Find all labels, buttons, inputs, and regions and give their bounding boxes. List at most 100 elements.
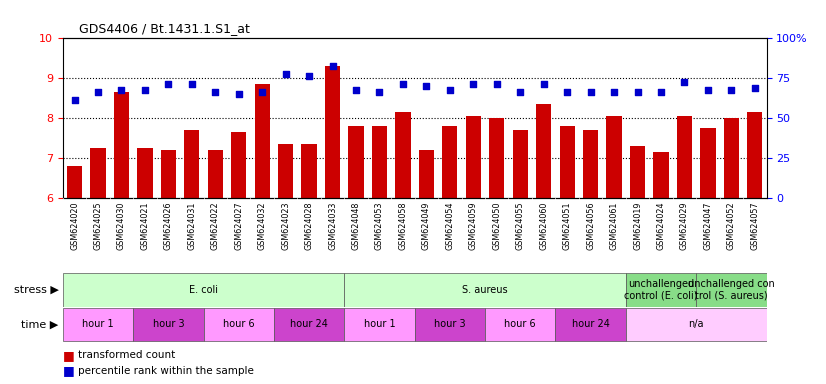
Text: hour 6: hour 6 xyxy=(505,319,536,329)
Bar xyxy=(559,126,575,198)
Text: percentile rank within the sample: percentile rank within the sample xyxy=(78,366,254,376)
Bar xyxy=(696,273,767,306)
Bar xyxy=(466,116,481,198)
Bar xyxy=(653,152,668,198)
Point xyxy=(68,97,81,103)
Text: GSM624030: GSM624030 xyxy=(117,202,126,250)
Text: GSM624053: GSM624053 xyxy=(375,202,384,250)
Point xyxy=(162,81,175,87)
Bar xyxy=(90,148,106,198)
Bar xyxy=(301,144,316,198)
Point xyxy=(115,87,128,93)
Bar xyxy=(344,273,626,306)
Point xyxy=(373,89,386,95)
Text: GSM624026: GSM624026 xyxy=(164,202,173,250)
Bar xyxy=(114,92,129,198)
Text: GSM624054: GSM624054 xyxy=(445,202,454,250)
Point xyxy=(326,63,339,70)
Bar xyxy=(63,273,344,306)
Bar xyxy=(583,130,598,198)
Bar xyxy=(344,308,415,341)
Text: n/a: n/a xyxy=(688,319,704,329)
Text: GSM624048: GSM624048 xyxy=(352,202,360,250)
Text: GSM624057: GSM624057 xyxy=(750,202,759,250)
Bar xyxy=(536,104,551,198)
Bar xyxy=(626,273,696,306)
Text: GSM624028: GSM624028 xyxy=(305,202,314,250)
Bar xyxy=(606,116,622,198)
Bar xyxy=(349,126,363,198)
Text: unchallenged
control (E. coli): unchallenged control (E. coli) xyxy=(624,279,698,301)
Bar xyxy=(724,118,739,198)
Point xyxy=(701,87,714,93)
Point xyxy=(467,81,480,87)
Bar xyxy=(630,146,645,198)
Text: GSM624029: GSM624029 xyxy=(680,202,689,250)
Point xyxy=(607,89,620,95)
Text: GSM624031: GSM624031 xyxy=(188,202,197,250)
Point xyxy=(279,71,292,77)
Point xyxy=(302,73,316,79)
Bar xyxy=(489,118,505,198)
Point xyxy=(92,89,105,95)
Text: GSM624061: GSM624061 xyxy=(610,202,619,250)
Bar xyxy=(278,144,293,198)
Text: GSM624027: GSM624027 xyxy=(235,202,243,250)
Bar xyxy=(513,130,528,198)
Bar xyxy=(748,112,762,198)
Bar xyxy=(419,150,434,198)
Text: hour 24: hour 24 xyxy=(572,319,610,329)
Point xyxy=(654,89,667,95)
Bar xyxy=(485,308,555,341)
Text: stress ▶: stress ▶ xyxy=(14,285,59,295)
Point xyxy=(561,89,574,95)
Point xyxy=(631,89,644,95)
Point xyxy=(138,87,151,93)
Bar xyxy=(372,126,387,198)
Text: GSM624022: GSM624022 xyxy=(211,202,220,250)
Text: hour 3: hour 3 xyxy=(153,319,184,329)
Text: GSM624058: GSM624058 xyxy=(398,202,407,250)
Bar xyxy=(231,132,246,198)
Text: GSM624050: GSM624050 xyxy=(492,202,501,250)
Point xyxy=(724,87,738,93)
Text: time ▶: time ▶ xyxy=(21,319,59,329)
Text: GSM624060: GSM624060 xyxy=(539,202,548,250)
Bar xyxy=(133,308,203,341)
Text: GSM624020: GSM624020 xyxy=(70,202,79,250)
Point xyxy=(420,83,433,89)
Text: transformed count: transformed count xyxy=(78,350,175,360)
Bar xyxy=(555,308,626,341)
Bar xyxy=(700,128,715,198)
Point xyxy=(748,85,762,91)
Point xyxy=(185,81,198,87)
Text: GSM624024: GSM624024 xyxy=(657,202,666,250)
Bar xyxy=(137,148,153,198)
Point xyxy=(396,81,410,87)
Text: ■: ■ xyxy=(63,349,74,362)
Text: GSM624032: GSM624032 xyxy=(258,202,267,250)
Text: GSM624025: GSM624025 xyxy=(93,202,102,250)
Point xyxy=(444,87,457,93)
Point xyxy=(490,81,503,87)
Point xyxy=(678,79,691,85)
Text: hour 3: hour 3 xyxy=(434,319,466,329)
Point xyxy=(232,91,245,97)
Bar xyxy=(184,130,199,198)
Text: S. aureus: S. aureus xyxy=(463,285,508,295)
Bar xyxy=(442,126,458,198)
Bar xyxy=(254,84,270,198)
Text: GSM624055: GSM624055 xyxy=(515,202,525,250)
Text: GSM624047: GSM624047 xyxy=(704,202,712,250)
Text: hour 1: hour 1 xyxy=(82,319,114,329)
Text: GSM624019: GSM624019 xyxy=(633,202,642,250)
Point xyxy=(584,89,597,95)
Bar xyxy=(203,308,274,341)
Bar xyxy=(274,308,344,341)
Point xyxy=(255,89,268,95)
Bar xyxy=(396,112,411,198)
Text: GDS4406 / Bt.1431.1.S1_at: GDS4406 / Bt.1431.1.S1_at xyxy=(79,22,250,35)
Bar xyxy=(207,150,223,198)
Text: ■: ■ xyxy=(63,364,74,377)
Text: GSM624049: GSM624049 xyxy=(422,202,431,250)
